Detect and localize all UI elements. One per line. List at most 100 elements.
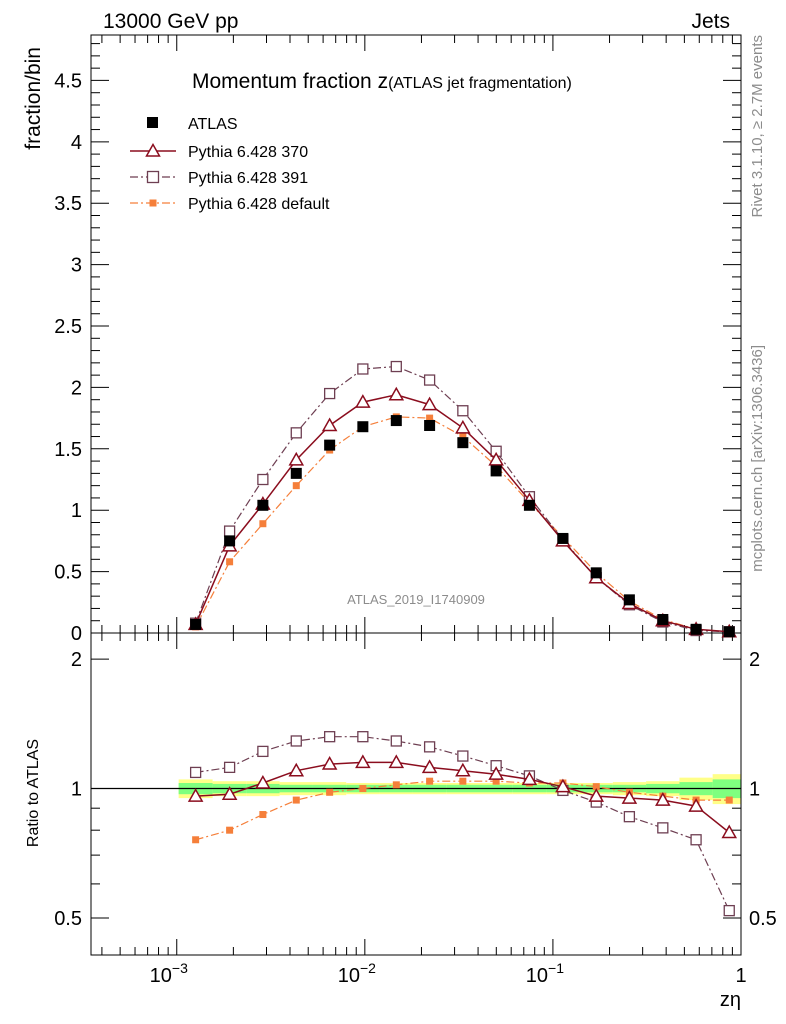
ratio-point-p391 [323,731,336,743]
main-point-atlas [257,499,269,511]
legend-label-pdef: Pythia 6.428 default [188,196,330,213]
x-tick-label: 10−3 [150,960,188,987]
ratio-point-p370 [721,824,738,839]
y-axis-label: fraction/bin [22,47,45,150]
main-point-p391 [290,427,302,439]
header-right: Jets [691,10,730,33]
main-point-p391 [423,374,436,386]
main-point-pdef [459,433,467,441]
x-tick-label: 1 [735,965,746,987]
ratio-point-p370 [621,790,638,804]
y-tick-label: 1.5 [54,439,82,461]
ratio-point-p370 [321,756,338,770]
main-line-p391 [195,365,730,633]
main-point-pdef [259,520,267,528]
main-point-p370 [288,451,305,466]
ratio-point-p370 [455,762,471,777]
ratio-point-p370 [255,774,271,789]
legend-marker-atlas [147,117,158,128]
main-point-atlas [357,421,369,433]
ratio-tick-label-left: 1 [71,779,82,801]
legend-marker-p370 [145,142,161,157]
ratio-point-pdef [192,836,200,844]
main-point-p391 [390,360,402,373]
title-main: Momentum fraction z [192,70,388,93]
ratio-point-pdef [492,777,500,785]
ratio-point-p391 [390,735,402,747]
ratio-point-p391 [257,745,269,758]
ratio-point-p391 [690,834,702,846]
y-tick-label: 3.5 [54,193,82,215]
ratio-point-pdef [725,796,733,804]
ratio-tick-label-right: 0.5 [749,908,777,930]
x-tick-exponent: −2 [360,960,376,976]
main-point-atlas [523,499,535,511]
ratio-point-p391 [657,822,669,834]
ratio-point-pdef [592,783,600,791]
ratio-point-p370 [221,786,238,800]
main-point-atlas [390,415,402,427]
main-point-p391 [323,387,336,400]
main-point-p370 [321,417,338,432]
main-point-pdef [292,482,300,490]
ratio-axis-label: Ratio to ATLAS [25,739,42,847]
ratio-point-pdef [392,781,400,789]
main-point-atlas [490,465,502,477]
x-tick-exponent: −1 [548,960,564,976]
x-tick-label: 10−1 [526,960,564,987]
ratio-point-p370 [521,771,538,786]
legend-label-atlas: ATLAS [188,116,238,133]
ratio-point-p391 [357,731,369,743]
ratio-point-p391 [223,761,236,774]
main-point-atlas [590,567,602,579]
analysis-watermark: ATLAS_2019_I1740909 [347,592,485,607]
main-point-atlas [457,437,469,449]
ratio-point-p391 [189,766,202,779]
y-tick-label: 2 [71,377,82,399]
ratio-point-pdef [459,777,467,785]
ratio-point-p370 [688,798,704,812]
main-point-atlas [623,594,635,606]
ratio-point-p370 [488,766,504,780]
main-point-p370 [421,396,438,411]
main-point-p370 [455,419,471,434]
main-point-p391 [223,525,236,537]
ratio-point-pdef [326,788,334,796]
legend-label-p391: Pythia 6.428 391 [188,170,308,187]
ratio-point-p391 [457,750,469,762]
x-axis-label: zη [720,989,741,1011]
ratio-point-pdef [292,796,300,804]
x-tick-label: 10−2 [338,960,376,987]
ratio-tick-label-right: 1 [749,779,760,801]
main-point-p391 [357,363,369,375]
ratio-point-pdef [259,811,267,819]
ratio-point-p391 [423,741,436,753]
main-point-p391 [457,405,469,417]
main-point-p370 [488,451,504,466]
ratio-point-pdef [359,785,367,793]
ratio-point-pdef [226,826,234,834]
plot-title: Momentum fraction z(ATLAS jet fragmentat… [192,70,572,93]
legend-marker-pdef [149,199,157,207]
ratio-point-p370 [288,762,305,777]
y-tick-label: 0 [71,623,82,645]
legend-marker-p391 [146,170,160,184]
ratio-point-p370 [355,754,371,769]
ratio-point-p370 [187,788,204,802]
y-tick-label: 4.5 [54,70,82,92]
legend-label-p370: Pythia 6.428 370 [188,144,308,161]
ratio-point-p370 [421,759,438,774]
ratio-tick-label-right: 2 [749,649,760,671]
title-sub: (ATLAS jet fragmentation) [388,75,572,92]
ratio-point-p370 [655,792,671,806]
ratio-point-p391 [290,735,302,747]
main-point-p370 [388,386,405,401]
main-point-p370 [355,394,371,408]
main-point-atlas [723,626,735,638]
ratio-point-p391 [723,904,735,917]
rivet-info: Rivet 3.1.10, ≥ 2.7M events [749,35,766,218]
main-point-atlas [224,535,236,547]
legend: ATLAS Pythia 6.428 370 Pythia 6.428 391 … [130,116,330,213]
main-point-pdef [226,558,234,566]
